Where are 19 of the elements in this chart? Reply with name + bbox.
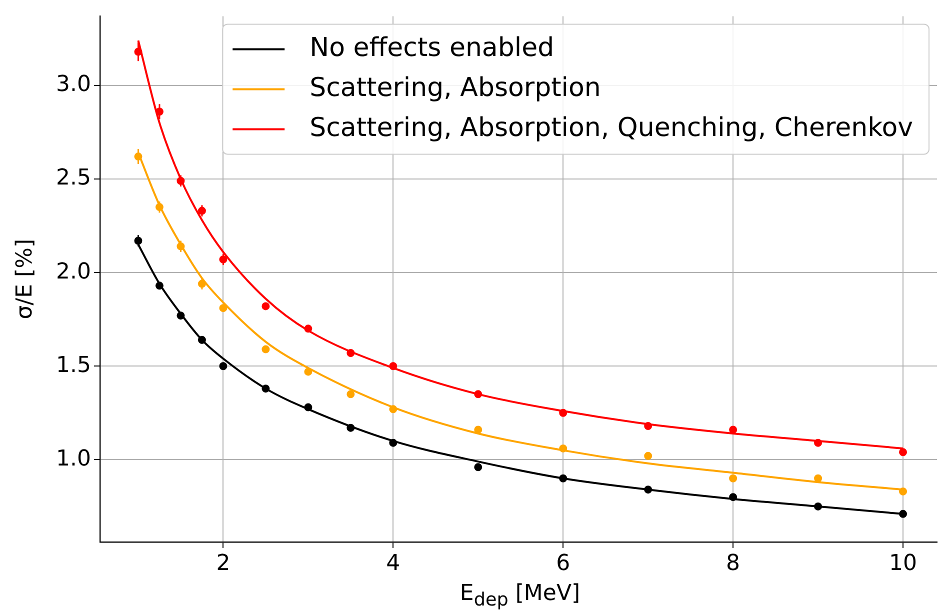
x-tick-label: 8 — [726, 550, 740, 576]
y-axis-title: σ/E [%] — [12, 238, 38, 320]
y-tick-label: 1.0 — [56, 446, 91, 472]
point — [474, 463, 482, 472]
legend-label: Scattering, Absorption, Quenching, Cherenkov — [310, 112, 914, 143]
y-tick-label: 2.5 — [56, 166, 91, 191]
point — [346, 390, 355, 398]
x-tick-label: 2 — [216, 550, 230, 576]
point — [729, 474, 738, 482]
x-tick-label: 4 — [386, 550, 400, 576]
point — [644, 452, 652, 460]
legend-label: Scattering, Absorption — [310, 72, 601, 103]
y-tick-label: 2.0 — [56, 259, 91, 284]
legend-label: No effects enabled — [310, 32, 554, 63]
x-axis-title: E$_{dep}$ [MeV] — [458, 580, 582, 612]
y-tick-label: 1.5 — [56, 352, 91, 378]
y-tick-label: 3.0 — [56, 72, 91, 98]
x-tick-label: 6 — [556, 550, 570, 576]
x-tick-label: 10 — [889, 550, 918, 576]
